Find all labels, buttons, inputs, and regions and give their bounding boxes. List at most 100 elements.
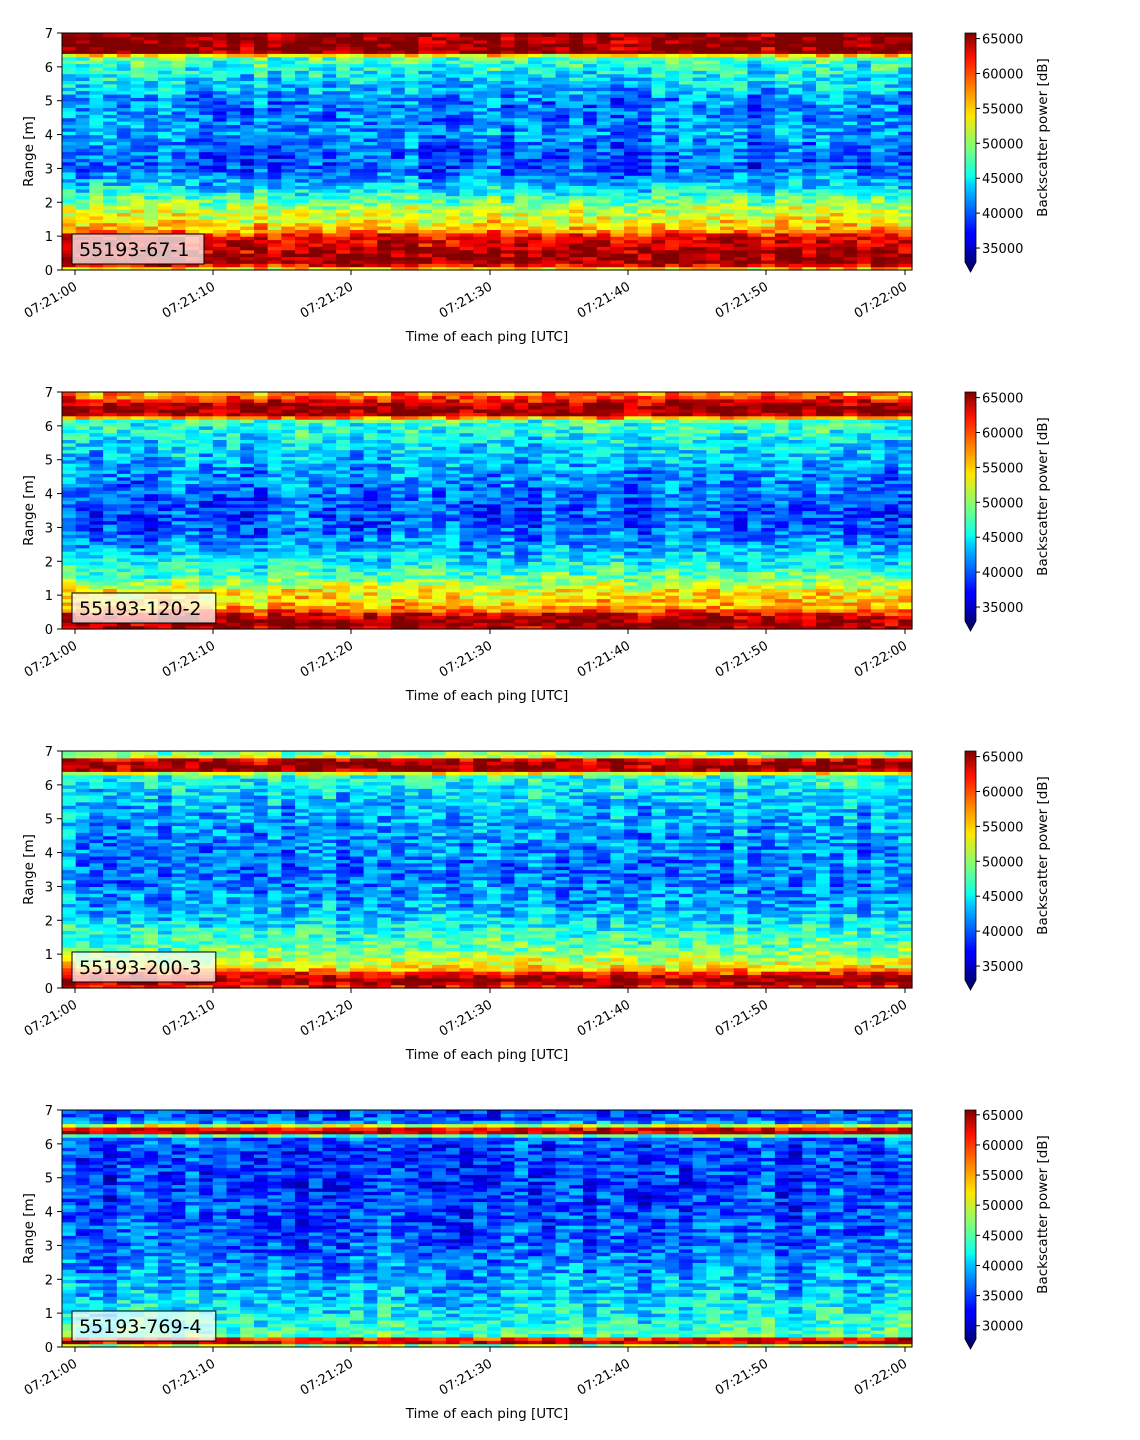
heatmap-cell — [199, 33, 213, 37]
colorbar-tick-label: 60000 — [982, 67, 1023, 82]
heatmap-cell — [89, 33, 103, 37]
heatmap-cell — [240, 33, 254, 37]
heatmap-cell — [830, 33, 844, 37]
heatmap-cell — [350, 33, 364, 37]
colorbar-tick-label: 65000 — [982, 33, 1023, 48]
heatmap-cell — [610, 33, 624, 37]
heatmap-cell — [898, 33, 912, 37]
heatmap-cell — [720, 33, 734, 37]
x-tick-label: 07:21:40 — [575, 279, 633, 321]
y-tick-label: 2 — [45, 196, 53, 211]
heatmap-cell — [254, 33, 268, 37]
colorbar-tick-label: 40000 — [982, 207, 1023, 222]
heatmap-cell — [131, 392, 145, 396]
colorbar-label: Backscatter power [dB] — [1035, 58, 1051, 217]
heatmap-cell — [76, 33, 90, 37]
heatmap-cell — [391, 33, 405, 37]
heatmap-cell — [103, 33, 117, 37]
x-tick-label: 07:21:30 — [437, 279, 495, 321]
x-tick-label: 07:21:10 — [160, 279, 218, 321]
heatmap-cell — [213, 33, 227, 37]
y-tick-label: 5 — [45, 95, 53, 110]
heatmap-cell — [309, 33, 323, 37]
heatmap-cell — [857, 33, 871, 37]
heatmap-cell — [446, 33, 460, 37]
heatmap-cell — [652, 33, 666, 37]
heatmap-cell — [734, 33, 748, 37]
y-tick-label: 0 — [45, 264, 53, 279]
y-axis-label: Range [m] — [21, 116, 37, 187]
heatmap-cell — [336, 33, 350, 37]
x-tick-label: 07:21:50 — [713, 279, 771, 321]
heatmap-cell — [802, 33, 816, 37]
heatmap-cell — [117, 392, 131, 396]
heatmap-cell — [62, 33, 76, 37]
heatmap-cell — [706, 33, 720, 37]
panel-label-box: 55193-67-1 — [72, 234, 204, 264]
y-tick-label: 1 — [45, 230, 53, 245]
heatmap-cell — [679, 33, 693, 37]
heatmap-cell — [473, 33, 487, 37]
heatmap-cell — [364, 33, 378, 37]
heatmap-cell — [227, 33, 241, 37]
y-tick-label: 4 — [45, 129, 53, 144]
heatmap-cell — [158, 33, 172, 37]
heatmap-cell — [638, 33, 652, 37]
heatmap-cell — [775, 33, 789, 37]
heatmap-cell — [885, 33, 899, 37]
x-axis-label: Time of each ping [UTC] — [405, 329, 569, 345]
heatmap-cell — [528, 33, 542, 37]
x-tick-label: 07:22:00 — [852, 279, 910, 321]
colorbar: 35000 40000 45000 50000 55000 60000 65000 Backs… — [965, 33, 1051, 272]
heatmap-cell — [322, 33, 336, 37]
heatmap-cell — [871, 33, 885, 37]
heatmap-cell — [144, 33, 158, 37]
colorbar-tick-label: 55000 — [982, 102, 1023, 117]
heatmap-cell — [843, 33, 857, 37]
heatmap-cell — [89, 392, 103, 396]
colorbar-tick-label: 35000 — [982, 242, 1023, 257]
heatmap-cell — [172, 33, 186, 37]
colorbar-extend-arrow — [965, 262, 976, 272]
heatmap-cell — [117, 33, 131, 37]
heatmap-cell — [62, 392, 76, 396]
heatmap-cell — [268, 33, 282, 37]
y-tick-label: 6 — [45, 61, 53, 76]
heatmap-cell — [693, 33, 707, 37]
heatmap-cell — [432, 33, 446, 37]
heatmap-cell — [418, 33, 432, 37]
panel-label: 55193-67-1 — [79, 239, 189, 261]
heatmap-cell — [460, 33, 474, 37]
heatmap-cell — [583, 33, 597, 37]
heatmap-cell — [103, 392, 117, 396]
heatmap-cell — [542, 33, 556, 37]
heatmap-cell — [556, 33, 570, 37]
heatmap-cell — [295, 33, 309, 37]
heatmap-cell — [185, 33, 199, 37]
heatmap-cell — [377, 33, 391, 37]
heatmap-cell — [624, 33, 638, 37]
colorbar-tick-label: 50000 — [982, 137, 1023, 152]
x-tick-label: 07:21:20 — [298, 279, 356, 321]
colorbar-gradient — [965, 33, 976, 262]
heatmap-cell — [816, 33, 830, 37]
heatmap-cell — [76, 392, 90, 396]
heatmap-cell — [281, 33, 295, 37]
heatmap-cell — [487, 33, 501, 37]
heatmap-cell — [747, 33, 761, 37]
heatmap-cell — [789, 33, 803, 37]
colorbar-tick-label: 45000 — [982, 172, 1023, 187]
heatmap-cell — [405, 33, 419, 37]
heatmap-cell — [761, 33, 775, 37]
x-tick-label: 07:21:00 — [22, 279, 80, 321]
heatmap-cell — [569, 33, 583, 37]
heatmap-cell — [144, 392, 158, 396]
y-tick-label: 7 — [45, 27, 53, 42]
heatmap-cell — [665, 33, 679, 37]
heatmap-cell — [501, 33, 515, 37]
heatmap-cell — [131, 33, 145, 37]
heatmap-cell — [514, 33, 528, 37]
